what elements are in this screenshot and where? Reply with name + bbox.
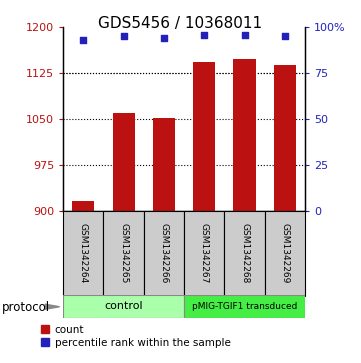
Bar [63,295,184,318]
Bar [184,211,225,296]
Text: GSM1342268: GSM1342268 [240,223,249,284]
Bar [104,211,144,296]
Text: control: control [104,301,143,311]
Bar [63,211,104,296]
Text: GSM1342264: GSM1342264 [79,223,88,283]
Point [161,35,167,41]
Point [121,33,126,39]
Text: GSM1342267: GSM1342267 [200,223,209,284]
Text: protocol: protocol [2,301,50,314]
Point [81,37,86,43]
Bar [153,118,175,211]
Polygon shape [45,304,60,309]
Bar [184,295,305,318]
Bar [144,211,184,296]
Point [242,32,248,37]
Bar [193,62,216,211]
Point [201,32,207,37]
Text: pMIG-TGIF1 transduced: pMIG-TGIF1 transduced [192,302,297,311]
Text: GSM1342266: GSM1342266 [160,223,169,284]
Text: GDS5456 / 10368011: GDS5456 / 10368011 [99,16,262,31]
Bar [72,201,95,211]
Legend: count, percentile rank within the sample: count, percentile rank within the sample [41,325,231,348]
Text: GSM1342265: GSM1342265 [119,223,128,284]
Bar [265,211,305,296]
Bar [113,113,135,211]
Point [282,33,288,39]
Bar [225,211,265,296]
Text: GSM1342269: GSM1342269 [280,223,290,284]
Bar [234,59,256,211]
Bar [274,65,296,211]
